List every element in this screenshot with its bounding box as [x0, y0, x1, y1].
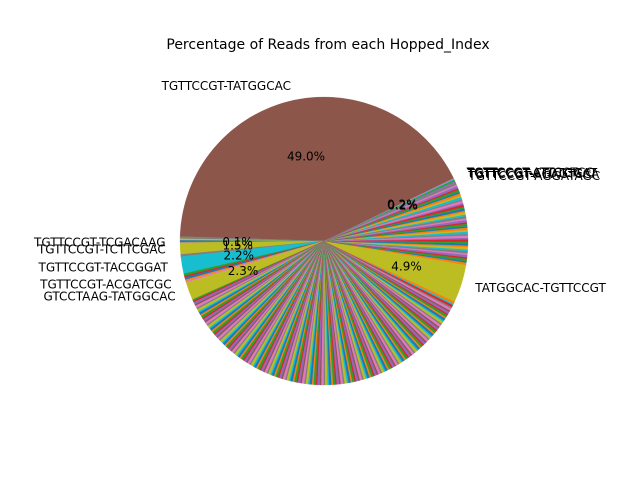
percent-label: 0.2%: [387, 198, 418, 212]
percent-label: 2.2%: [224, 249, 255, 263]
slice-label: TGTTCCGT-ACGATCGC: [39, 277, 172, 291]
slice-label: TGTTCCGT-TCTTCGAC: [37, 242, 166, 256]
pie-slices: [179, 96, 469, 386]
pie-slice: [179, 96, 454, 242]
slice-label: TGTTCCGT-AGGATAGC: [467, 169, 600, 183]
slice-label: TGTTCCGT-TACCGGAT: [37, 261, 168, 275]
pie-percent-labels: 49.0%4.9%2.3%2.2%1.5%0.1%0.2%0.2%: [222, 150, 421, 279]
percent-label: 1.5%: [222, 239, 253, 253]
slice-label: TGTTCCGT-CTCTGGAT: [466, 166, 598, 180]
percent-label: 4.9%: [391, 260, 422, 274]
slice-label: TGTTCCGT-TCGACAAG: [33, 236, 166, 250]
slice-label: TGTTCCGT-ATTCCTCC: [466, 165, 594, 179]
percent-label: 0.1%: [222, 235, 253, 249]
percent-label: 49.0%: [287, 150, 325, 164]
percent-label: 2.3%: [228, 264, 259, 278]
slice-label: TGTTCCGT-AGAGTCCA: [467, 167, 600, 181]
slice-label: TATGGCAC-TGTTCCGT: [474, 281, 606, 295]
slice-label: TGTTCCGT-TATGGCAC: [161, 79, 291, 93]
pie-slice: [323, 182, 457, 242]
chart-title: Percentage of Reads from each Hopped_Ind…: [166, 37, 489, 53]
percent-label: 0.2%: [387, 198, 418, 212]
slice-label: GTCCTAAG-TATGGCAC: [44, 289, 176, 303]
pie-slice-labels: TGTTCCGT-AGGATAGCTGTTCCGT-AGAGTCCATGTTCC…: [33, 79, 606, 303]
